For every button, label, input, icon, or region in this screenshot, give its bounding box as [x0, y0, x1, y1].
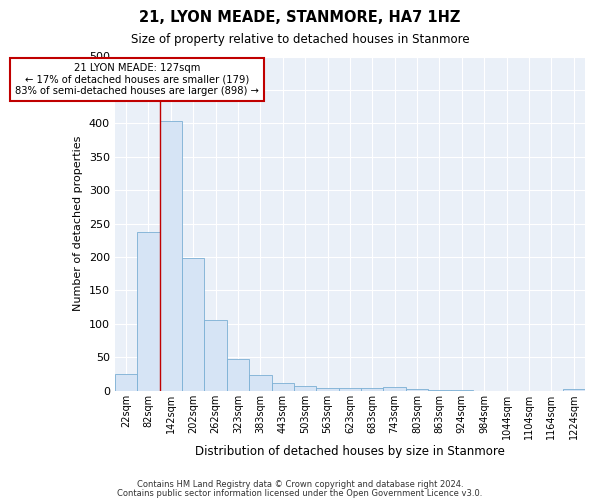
Bar — [182, 258, 205, 390]
Bar — [227, 358, 249, 390]
Bar — [205, 320, 227, 390]
X-axis label: Distribution of detached houses by size in Stanmore: Distribution of detached houses by size … — [195, 444, 505, 458]
Bar — [361, 388, 383, 390]
Y-axis label: Number of detached properties: Number of detached properties — [73, 136, 83, 312]
Bar — [383, 386, 406, 390]
Text: Contains HM Land Registry data © Crown copyright and database right 2024.: Contains HM Land Registry data © Crown c… — [137, 480, 463, 489]
Text: Contains public sector information licensed under the Open Government Licence v3: Contains public sector information licen… — [118, 488, 482, 498]
Bar — [563, 388, 585, 390]
Bar — [316, 388, 339, 390]
Bar — [294, 386, 316, 390]
Bar — [137, 232, 160, 390]
Bar — [249, 376, 272, 390]
Bar — [115, 374, 137, 390]
Text: 21 LYON MEADE: 127sqm
← 17% of detached houses are smaller (179)
83% of semi-det: 21 LYON MEADE: 127sqm ← 17% of detached … — [15, 63, 259, 96]
Text: 21, LYON MEADE, STANMORE, HA7 1HZ: 21, LYON MEADE, STANMORE, HA7 1HZ — [139, 10, 461, 25]
Bar — [339, 388, 361, 390]
Bar — [160, 120, 182, 390]
Bar — [272, 382, 294, 390]
Text: Size of property relative to detached houses in Stanmore: Size of property relative to detached ho… — [131, 32, 469, 46]
